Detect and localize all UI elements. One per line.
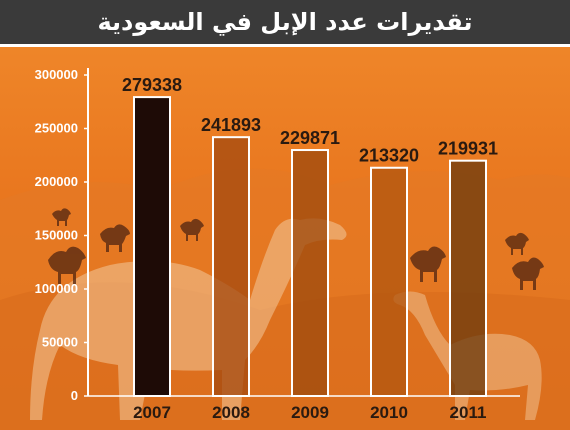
data-label-group: 279338 241893 229871 213320 219931 [122, 75, 498, 166]
y-tick-label: 150000 [35, 228, 78, 243]
data-label: 279338 [122, 75, 182, 95]
y-tick-label: 200000 [35, 174, 78, 189]
bar-group [133, 96, 487, 397]
y-tick-label: 100000 [35, 281, 78, 296]
camel-icon [180, 218, 204, 241]
camel-icon [100, 224, 130, 252]
bar [133, 96, 171, 397]
bar [370, 166, 408, 397]
small-camel-icons [48, 208, 544, 290]
data-label: 229871 [280, 128, 340, 148]
y-tick-label: 300000 [35, 67, 78, 82]
bar [291, 149, 329, 397]
camel-icon [505, 232, 529, 255]
x-tick-label: 2011 [450, 403, 487, 422]
x-tick-label-group: 2007 2008 2009 2010 2011 [133, 403, 486, 422]
large-camel-silhouette [30, 218, 347, 420]
x-tick-label: 2007 [133, 403, 171, 422]
data-label: 219931 [438, 139, 498, 159]
camel-icon [410, 246, 446, 282]
data-label: 241893 [201, 115, 261, 135]
bar [212, 136, 250, 397]
y-tick-group: 0 50000 100000 150000 200000 250000 300000 [35, 67, 88, 403]
bar [449, 159, 487, 397]
x-tick-label: 2009 [291, 403, 329, 422]
camel-icon [52, 208, 71, 226]
camel-icon [512, 257, 544, 290]
y-tick-label: 0 [71, 388, 78, 403]
y-tick-label: 50000 [42, 335, 78, 350]
camel-icon [48, 246, 86, 284]
x-tick-label: 2008 [212, 403, 250, 422]
x-tick-label: 2010 [370, 403, 408, 422]
chart-title: تقديرات عدد الإبل في السعودية [97, 8, 473, 36]
y-tick-label: 250000 [35, 121, 78, 136]
title-bar: تقديرات عدد الإبل في السعودية [0, 0, 570, 47]
data-label: 213320 [359, 146, 419, 166]
